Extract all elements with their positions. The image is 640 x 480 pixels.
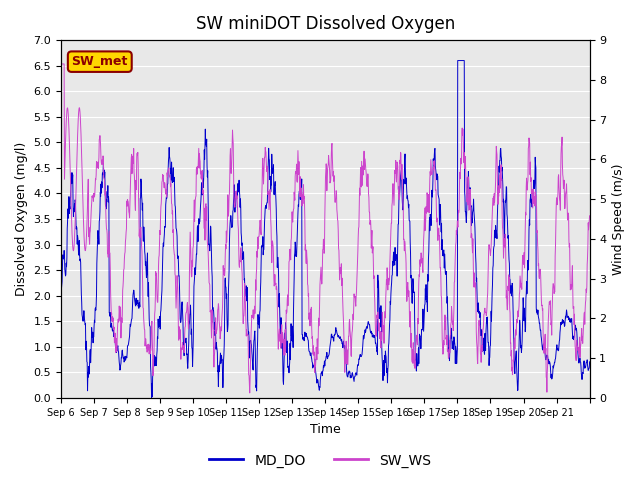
- SW_WS: [140, 316, 147, 322]
- MD_DO: [148, 395, 156, 401]
- MD_DO: [57, 304, 65, 310]
- Y-axis label: Dissolved Oxygen (mg/l): Dissolved Oxygen (mg/l): [15, 142, 28, 296]
- SW_WS: [301, 242, 309, 248]
- MD_DO: [454, 58, 461, 63]
- SW_WS: [586, 213, 593, 219]
- SW_WS: [450, 306, 458, 312]
- Text: SW_met: SW_met: [72, 55, 128, 68]
- SW_WS: [579, 333, 587, 338]
- Legend: MD_DO, SW_WS: MD_DO, SW_WS: [203, 448, 437, 473]
- Title: SW miniDOT Dissolved Oxygen: SW miniDOT Dissolved Oxygen: [196, 15, 455, 33]
- Line: MD_DO: MD_DO: [61, 60, 589, 398]
- Line: SW_WS: SW_WS: [61, 64, 589, 393]
- SW_WS: [57, 61, 65, 67]
- MD_DO: [450, 334, 458, 340]
- MD_DO: [586, 359, 593, 365]
- SW_WS: [527, 191, 535, 196]
- MD_DO: [528, 196, 536, 202]
- MD_DO: [312, 367, 319, 373]
- MD_DO: [580, 362, 588, 368]
- SW_WS: [312, 364, 319, 370]
- X-axis label: Time: Time: [310, 423, 340, 436]
- MD_DO: [140, 224, 147, 230]
- SW_WS: [246, 390, 253, 396]
- MD_DO: [301, 330, 309, 336]
- Y-axis label: Wind Speed (m/s): Wind Speed (m/s): [612, 163, 625, 275]
